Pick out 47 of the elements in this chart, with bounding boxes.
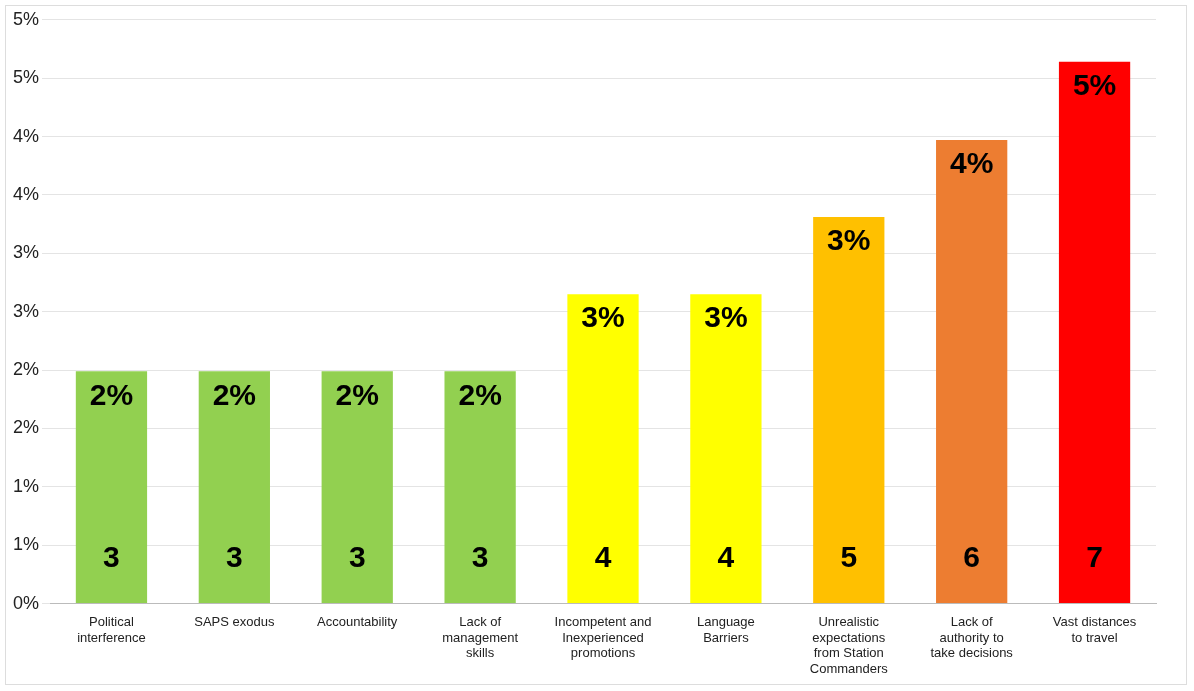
bar bbox=[198, 371, 270, 604]
y-tick-label: 3% bbox=[13, 300, 40, 321]
y-tick-label: 4% bbox=[13, 125, 40, 146]
annotation: 4 bbox=[717, 540, 735, 574]
data-label: 2% bbox=[212, 377, 257, 411]
annotation: 3 bbox=[103, 540, 120, 574]
bar bbox=[444, 371, 516, 604]
bar bbox=[1058, 61, 1131, 604]
annotation: 3 bbox=[348, 540, 366, 574]
bar bbox=[567, 294, 639, 604]
x-tick-label: Lack of management skills bbox=[442, 613, 519, 661]
annotation: 3 bbox=[471, 540, 489, 574]
y-tick-label: 5% bbox=[13, 8, 40, 29]
data-label: 2% bbox=[458, 377, 502, 411]
bar bbox=[813, 217, 885, 604]
annotation: 7 bbox=[1086, 540, 1103, 574]
y-tick-label: 0% bbox=[13, 592, 40, 613]
x-tick-label: Vast distances to travel bbox=[1052, 613, 1137, 645]
y-tick-label: 2% bbox=[13, 417, 40, 438]
y-tick-label: 2% bbox=[13, 359, 40, 380]
annotation: 6 bbox=[963, 540, 981, 574]
y-tick-label: 1% bbox=[13, 534, 40, 555]
x-tick-label: SAPS exodus bbox=[194, 613, 275, 629]
data-label: 3% bbox=[581, 300, 625, 334]
bar bbox=[936, 140, 1008, 604]
annotation: 3 bbox=[226, 540, 243, 574]
data-label: 3% bbox=[704, 300, 748, 334]
y-tick-label: 3% bbox=[13, 242, 40, 263]
y-tick-label: 4% bbox=[13, 183, 40, 204]
bar bbox=[75, 371, 148, 604]
x-tick-label: Political interference bbox=[77, 613, 146, 645]
bar bbox=[690, 294, 762, 604]
data-label: 4% bbox=[949, 146, 994, 180]
bar bbox=[321, 371, 393, 604]
y-tick-label: 5% bbox=[13, 67, 40, 88]
data-label: 5% bbox=[1072, 68, 1117, 102]
data-label: 3% bbox=[827, 223, 871, 257]
y-tick-label: 1% bbox=[13, 475, 40, 496]
x-tick-label: Accountability bbox=[317, 613, 398, 629]
data-label: 2% bbox=[335, 377, 379, 411]
annotation: 4 bbox=[594, 540, 612, 574]
x-tick-label: Language Barriers bbox=[696, 613, 755, 645]
data-label: 2% bbox=[89, 377, 134, 411]
x-tick-label: Lack of authority to take decisions bbox=[930, 613, 1014, 661]
x-tick-label: Unrealistic expectations from Station Commanders bbox=[809, 613, 889, 676]
x-tick-label: Incompetent and Inexperienced promotions bbox=[554, 613, 652, 661]
annotation: 5 bbox=[840, 540, 858, 574]
